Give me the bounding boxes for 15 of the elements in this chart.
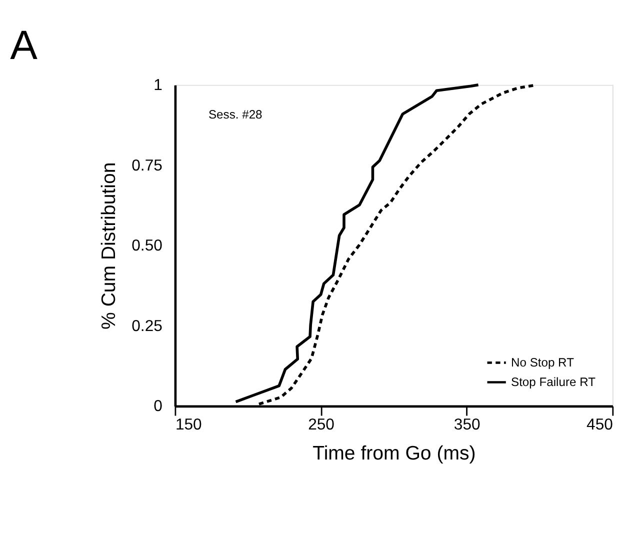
annotation: Sess. #28 [208, 107, 263, 122]
y-tick-label: 0.75 [132, 157, 163, 174]
x-tick-label: 250 [308, 416, 335, 434]
chart-title: A [10, 22, 38, 68]
y-tick-label: 0 [154, 398, 163, 416]
x-tick-label: 150 [175, 416, 202, 434]
x-tick-label: 450 [586, 416, 614, 434]
y-tick-label: 1 [154, 76, 163, 94]
legend-label: Stop Failure RT [511, 374, 596, 389]
legend-label: No Stop RT [511, 355, 575, 370]
x-axis-title: Time from Go (ms) [312, 442, 476, 465]
y-tick-label: 0.25 [132, 318, 163, 335]
y-axis-title: % Cum Distribution [98, 162, 120, 330]
x-tick-label: 350 [454, 416, 480, 434]
y-tick-label: 0.50 [132, 238, 163, 255]
